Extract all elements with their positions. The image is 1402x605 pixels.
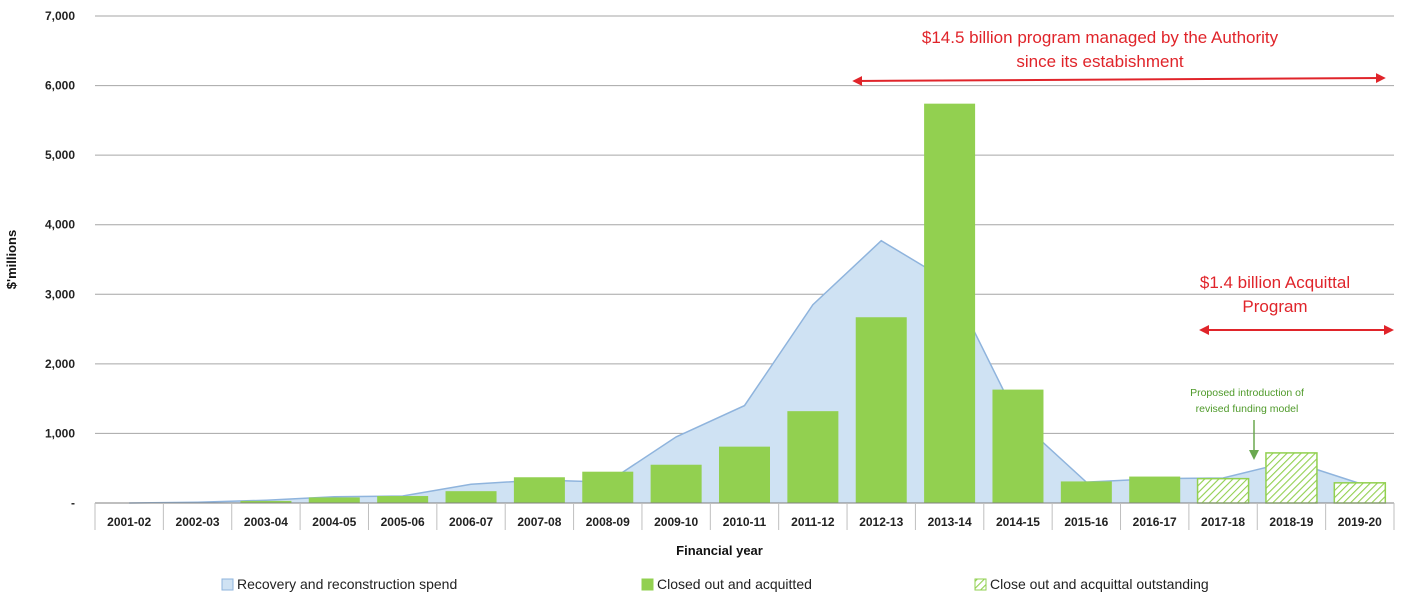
annotations: $14.5 billion program managed by the Aut…	[852, 28, 1394, 460]
bar-closed-out-2008-09	[582, 471, 634, 503]
x-tick-label: 2009-10	[654, 515, 698, 529]
bar-closed-out-2010-11	[719, 446, 770, 503]
x-tick-label: 2013-14	[928, 515, 972, 529]
bar-closed-out-2005-06	[377, 496, 429, 503]
x-tick-label: 2003-04	[244, 515, 288, 529]
legend-swatch-2	[974, 578, 987, 591]
bar-closed-out-2004-05	[308, 497, 360, 503]
y-tick-label: 3,000	[45, 287, 75, 301]
y-tick-label: 1,000	[45, 426, 75, 440]
legend-label-0: Recovery and reconstruction spend	[237, 576, 457, 592]
annotation-funding-model-line1: Proposed introduction of	[1190, 387, 1304, 399]
x-tick-label: 2001-02	[107, 515, 151, 529]
x-tick-label: 2016-17	[1133, 515, 1177, 529]
x-tick-label: 2005-06	[381, 515, 425, 529]
x-tick-label: 2004-05	[312, 515, 356, 529]
bar-closed-out-2013-14	[924, 103, 976, 503]
x-tick-label: 2007-08	[517, 515, 561, 529]
x-tick-label: 2018-19	[1269, 515, 1313, 529]
x-tick-label: 2008-09	[586, 515, 630, 529]
bar-closed-out-2012-13	[855, 317, 907, 503]
axes: - 1,000 2,000 3,000 4,000 5,000 6,000 7,000 $'mi…	[4, 9, 1395, 558]
annotation-acquittal-line1: $1.4 billion Acquittal	[1200, 273, 1350, 292]
bar-closed-out-2014-15	[992, 389, 1044, 503]
x-tick-label: 2017-18	[1201, 515, 1245, 529]
bar-closed-out-2009-10	[650, 464, 702, 503]
bar-closed-out-2011-12	[787, 411, 839, 503]
x-axis-title: Financial year	[676, 543, 763, 558]
bar-closed-out-2006-07	[445, 491, 497, 503]
x-tick-label: 2014-15	[996, 515, 1040, 529]
y-tick-label: -	[71, 496, 75, 510]
y-axis-title: $'millions	[4, 230, 19, 289]
bar-closed-out-2016-17	[1129, 476, 1181, 503]
annotation-program-line1: $14.5 billion program managed by the Aut…	[922, 28, 1279, 47]
bar-outstanding-2017-18	[1196, 477, 1250, 504]
y-tick-label: 5,000	[45, 148, 75, 162]
annotation-program-arrow	[852, 73, 1386, 86]
x-tick-label: 2019-20	[1338, 515, 1382, 529]
annotation-funding-model-line2: revised funding model	[1196, 403, 1299, 415]
legend-swatch-0	[221, 578, 234, 591]
x-tick-label: 2011-12	[791, 515, 835, 529]
x-tick-label: 2006-07	[449, 515, 493, 529]
x-tick-label: 2015-16	[1064, 515, 1108, 529]
x-tick-label: 2010-11	[723, 515, 767, 529]
gridlines	[95, 15, 1394, 434]
bar-outstanding-2018-19	[1265, 452, 1318, 504]
legend: Recovery and reconstruction spend Closed …	[221, 576, 1209, 592]
y-tick-label: 6,000	[45, 79, 75, 93]
legend-label-2: Close out and acquittal outstanding	[990, 576, 1209, 592]
x-tick-label: 2002-03	[176, 515, 220, 529]
legend-label-1: Closed out and acquitted	[657, 576, 812, 592]
y-tick-label: 4,000	[45, 218, 75, 232]
y-tick-label: 7,000	[45, 9, 75, 23]
annotation-acquittal-line2: Program	[1242, 297, 1307, 316]
annotation-program-line2: since its estabishment	[1016, 52, 1184, 71]
bar-closed-out-2007-08	[513, 477, 565, 503]
x-tick-label: 2012-13	[859, 515, 903, 529]
bar-closed-out-2003-04	[240, 500, 292, 503]
bar-outstanding-2019-20	[1333, 482, 1387, 504]
legend-swatch-1	[641, 578, 654, 591]
bar-closed-out-2015-16	[1060, 481, 1112, 503]
y-tick-label: 2,000	[45, 357, 75, 371]
bar-series	[240, 103, 1387, 504]
